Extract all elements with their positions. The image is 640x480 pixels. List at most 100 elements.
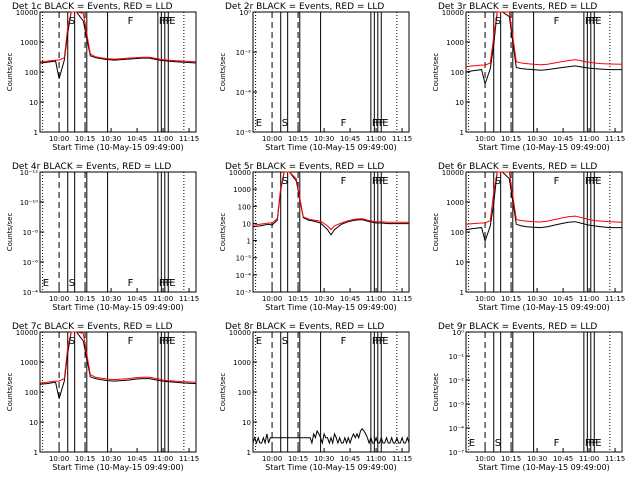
panel-title: Det 2r BLACK = Events, RED = LLD: [225, 2, 384, 12]
event-marker-label: F: [588, 16, 594, 27]
event-marker-label: S: [282, 176, 288, 187]
x-tick-label: 10:15: [501, 295, 521, 303]
event-marker-label: F: [341, 176, 347, 187]
y-tick-label: 10⁻¹: [449, 353, 465, 361]
event-marker-label: F: [592, 176, 598, 187]
y-axis-label: Counts/sec: [219, 373, 227, 412]
x-tick-label: 11:15: [179, 455, 199, 463]
x-tick-label: 11:00: [153, 135, 173, 143]
event-marker-label: F: [128, 336, 134, 347]
x-tick-label: 11:00: [153, 455, 173, 463]
y-tick-label: 1: [247, 238, 251, 246]
y-tick-label: 1000: [446, 199, 464, 207]
y-tick-label: 10⁰: [452, 329, 464, 337]
x-tick-label: 11:15: [605, 295, 625, 303]
x-tick-label: 10:15: [75, 295, 95, 303]
x-tick-label: 10:00: [262, 455, 282, 463]
event-marker-label: F: [554, 176, 560, 187]
x-axis-label: Start Time (10-May-15 09:49:00): [478, 463, 609, 472]
event-marker-label: F: [379, 118, 385, 129]
y-tick-label: 1000: [233, 186, 251, 194]
plot-frame: [39, 331, 197, 453]
y-tick-label: 1: [460, 129, 464, 137]
x-tick-label: 11:15: [392, 455, 412, 463]
x-tick-label: 10:30: [101, 135, 121, 143]
event-marker-label: E: [256, 336, 262, 347]
event-marker-label: E: [595, 16, 601, 27]
event-marker-label: F: [128, 16, 134, 27]
event-marker-label: F: [375, 118, 381, 129]
event-marker-label: E: [43, 278, 49, 289]
x-tick-label: 11:00: [579, 295, 599, 303]
panel-title: Det 4r BLACK = Events, RED = LLD: [12, 162, 171, 172]
event-marker-label: F: [375, 176, 381, 187]
y-tick-label: 10000: [229, 329, 251, 337]
event-marker-label: F: [554, 16, 560, 27]
event-marker-label: F: [128, 278, 134, 289]
y-tick-label: 10000: [16, 329, 38, 337]
x-axis-label: Start Time (10-May-15 09:49:00): [52, 143, 183, 152]
plot-frame: [252, 171, 410, 293]
event-marker-label: F: [159, 16, 165, 27]
x-tick-label: 11:00: [366, 135, 386, 143]
y-tick-label: 1000: [20, 39, 38, 47]
y-tick-label: 10: [242, 220, 251, 228]
x-tick-label: 10:00: [262, 135, 282, 143]
event-marker-label: F: [585, 438, 591, 449]
event-marker-label: F: [162, 16, 168, 27]
x-tick-label: 10:15: [288, 135, 308, 143]
event-marker-label: S: [495, 438, 501, 449]
x-tick-label: 10:45: [553, 455, 573, 463]
x-tick-label: 10:45: [127, 295, 147, 303]
series-line-2: [252, 171, 409, 231]
event-marker-label: S: [282, 118, 288, 129]
x-tick-label: 10:15: [75, 135, 95, 143]
x-tick-label: 10:45: [340, 455, 360, 463]
y-tick-label: 10⁻⁵: [236, 255, 252, 263]
x-tick-label: 11:15: [179, 135, 199, 143]
y-tick-label: 10⁻⁴: [236, 89, 252, 97]
plot-frame: [252, 11, 410, 133]
x-tick-label: 10:00: [49, 455, 69, 463]
event-marker-label: F: [341, 336, 347, 347]
y-tick-label: 1: [34, 129, 38, 137]
event-marker-label: F: [375, 336, 381, 347]
y-tick-label: 100: [451, 69, 464, 77]
event-marker-label: F: [159, 278, 165, 289]
x-tick-label: 10:00: [475, 455, 495, 463]
y-axis-label: Counts/sec: [219, 53, 227, 92]
x-tick-label: 11:15: [392, 135, 412, 143]
event-marker-label: F: [592, 438, 598, 449]
event-marker-label: E: [169, 278, 175, 289]
x-tick-label: 10:30: [527, 455, 547, 463]
y-tick-label: 10: [455, 99, 464, 107]
x-tick-label: 11:15: [392, 295, 412, 303]
event-marker-label: E: [469, 438, 475, 449]
y-tick-label: 10⁻⁶: [23, 259, 39, 267]
panel-det-6: Det 6r BLACK = Events, RED = LLD Counts/s…: [432, 162, 625, 312]
event-marker-label: E: [382, 118, 388, 129]
event-marker-label: F: [162, 278, 168, 289]
x-tick-label: 11:00: [579, 455, 599, 463]
x-tick-label: 10:30: [101, 295, 121, 303]
panel-det-4: Det 4r BLACK = Events, RED = LLD Counts/s…: [6, 162, 199, 312]
event-marker-label: F: [588, 176, 594, 187]
event-marker-label: F: [166, 278, 172, 289]
x-tick-label: 10:00: [475, 295, 495, 303]
panel-det-5: Det 5r BLACK = Events, RED = LLD Counts/s…: [219, 162, 412, 312]
event-marker-label: F: [585, 176, 591, 187]
event-marker-label: E: [595, 176, 601, 187]
y-tick-label: 10⁻²: [236, 49, 252, 57]
panel-det-3: Det 3r BLACK = Events, RED = LLD Counts/s…: [432, 2, 625, 152]
x-tick-label: 10:15: [75, 455, 95, 463]
x-tick-label: 10:45: [340, 135, 360, 143]
event-marker-label: E: [169, 16, 175, 27]
x-tick-label: 10:30: [314, 295, 334, 303]
y-tick-label: 10⁻⁸: [23, 229, 39, 237]
panel-det-9: Det 9r BLACK = Events, RED = LLD Counts/s…: [432, 322, 625, 472]
y-tick-label: 100: [25, 389, 38, 397]
x-tick-label: 10:30: [314, 455, 334, 463]
x-tick-label: 11:00: [366, 295, 386, 303]
x-tick-label: 10:45: [340, 295, 360, 303]
y-tick-label: 10⁻⁵: [449, 401, 465, 409]
